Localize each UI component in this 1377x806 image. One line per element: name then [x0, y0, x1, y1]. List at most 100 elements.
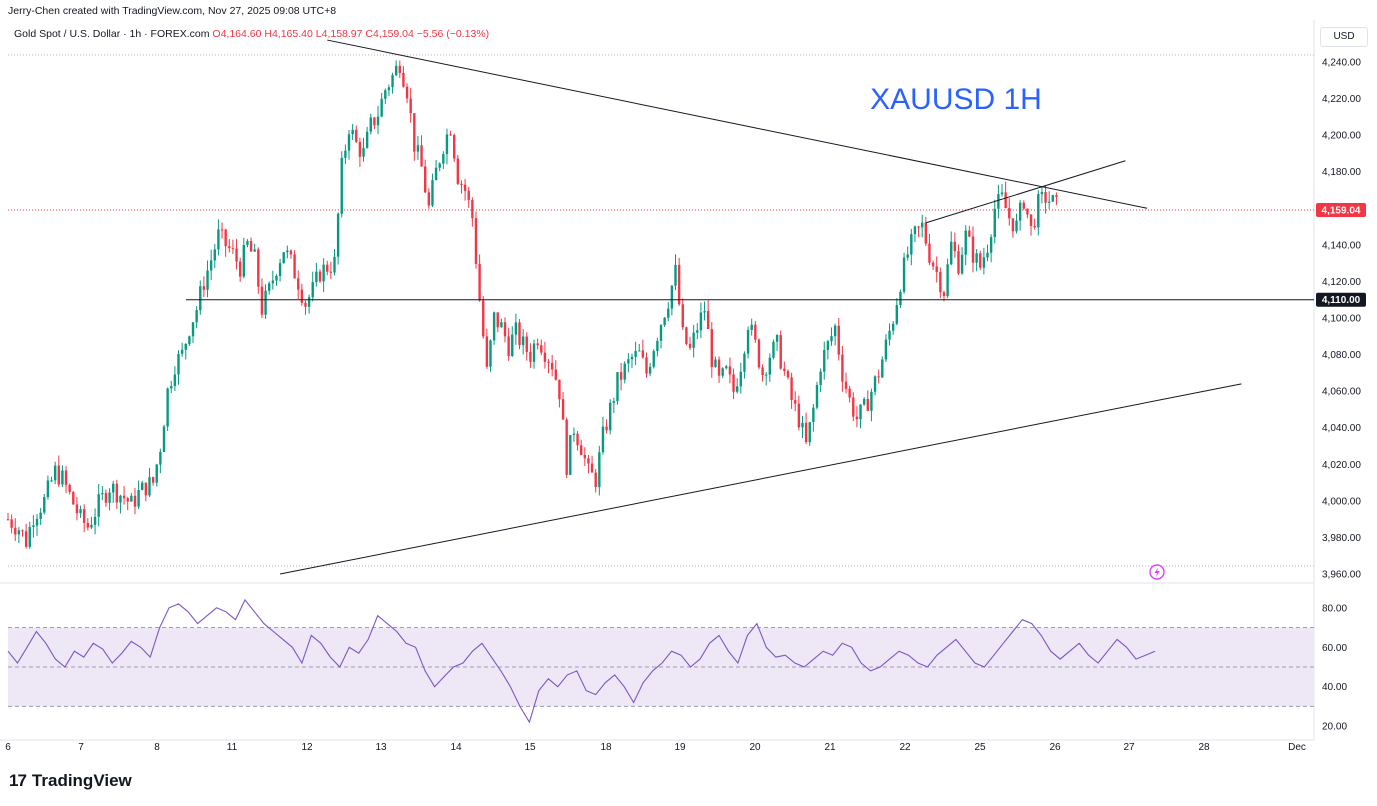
candle: [53, 461, 57, 485]
trendline[interactable]: [925, 160, 1126, 224]
candle: [873, 375, 877, 396]
candle: [913, 225, 917, 242]
candle: [496, 312, 499, 333]
time-tick-label: 7: [78, 742, 84, 753]
low-value: L4,158.97: [315, 28, 363, 40]
candle: [935, 256, 938, 283]
candle: [547, 359, 550, 374]
candle: [1022, 200, 1025, 211]
price-tick-label: 4,120.00: [1322, 277, 1361, 288]
price-tick-label: 4,060.00: [1322, 387, 1361, 398]
candle: [848, 385, 851, 403]
candle: [775, 334, 779, 351]
candle: [507, 327, 510, 361]
candle: [32, 515, 35, 538]
candle: [786, 369, 790, 380]
candle: [191, 321, 195, 343]
currency-button[interactable]: USD: [1320, 27, 1368, 47]
candle: [141, 480, 144, 491]
candle: [667, 302, 670, 322]
candle: [57, 455, 60, 488]
trendlines[interactable]: [186, 39, 1314, 575]
candle: [652, 349, 655, 369]
candle: [735, 378, 739, 394]
candle: [902, 252, 906, 294]
candle: [202, 276, 206, 298]
candle: [692, 324, 695, 358]
candle: [260, 278, 264, 319]
candle: [485, 328, 489, 369]
lightning-icon[interactable]: [1149, 564, 1165, 580]
candle: [594, 468, 597, 493]
price-tick-label: 3,960.00: [1322, 570, 1361, 581]
candle: [612, 397, 616, 414]
candle: [710, 322, 713, 378]
time-tick-label: 12: [301, 742, 313, 753]
candle: [101, 485, 104, 501]
candle: [663, 317, 666, 327]
candle: [561, 391, 565, 420]
candle: [1047, 191, 1051, 210]
candle: [86, 518, 90, 531]
candle: [921, 214, 924, 238]
candle: [474, 211, 478, 269]
tradingview-footer[interactable]: 17 TradingView: [9, 771, 132, 791]
candle: [79, 505, 82, 518]
candle: [445, 128, 449, 165]
candle: [804, 412, 808, 445]
candle: [532, 339, 536, 369]
chart-credit: Jerry-Chen created with TradingView.com,…: [8, 5, 337, 17]
candle: [982, 247, 986, 275]
candle: [467, 186, 470, 209]
candle: [75, 496, 79, 521]
candle: [837, 317, 840, 361]
candle: [1055, 192, 1058, 206]
candle: [112, 480, 115, 503]
candle: [369, 113, 372, 135]
candle: [209, 249, 213, 281]
candle: [489, 339, 492, 372]
candle: [899, 289, 902, 309]
trendline[interactable]: [279, 383, 1242, 575]
candle: [859, 404, 862, 429]
candle: [449, 130, 452, 136]
trendline[interactable]: [327, 39, 1148, 209]
candle: [500, 318, 503, 328]
candle: [852, 392, 855, 422]
rsi-tick-label: 80.00: [1322, 603, 1347, 614]
candle: [282, 251, 285, 264]
candle: [906, 246, 909, 261]
price-tick-label: 4,040.00: [1322, 423, 1361, 434]
time-tick-label: 21: [824, 742, 836, 753]
candle: [609, 399, 612, 435]
price-tick-label: 4,220.00: [1322, 94, 1361, 105]
candle: [362, 137, 365, 162]
candle: [950, 231, 953, 266]
symbol-name[interactable]: Gold Spot / U.S. Dollar · 1h · FOREX.com: [14, 28, 210, 40]
candle: [946, 258, 949, 299]
candle: [779, 330, 782, 370]
time-tick-label: 25: [974, 742, 986, 753]
candle: [130, 492, 133, 502]
candle: [601, 416, 605, 455]
candle: [213, 243, 216, 269]
rsi-path: [7, 598, 1156, 724]
candle: [877, 369, 880, 384]
candle: [743, 351, 746, 379]
candle: [761, 364, 764, 382]
candle: [1015, 213, 1018, 234]
candle: [790, 372, 793, 409]
candle: [960, 247, 964, 275]
candle: [416, 136, 420, 160]
last-price-tag: 4,159.04: [1316, 203, 1366, 218]
candle: [217, 219, 220, 256]
candle: [630, 353, 634, 369]
candle: [503, 317, 507, 343]
candle: [293, 250, 296, 279]
candle: [326, 260, 329, 276]
price-tick-label: 4,180.00: [1322, 167, 1361, 178]
candle: [351, 124, 354, 141]
candle: [732, 368, 735, 400]
candle: [536, 338, 539, 350]
